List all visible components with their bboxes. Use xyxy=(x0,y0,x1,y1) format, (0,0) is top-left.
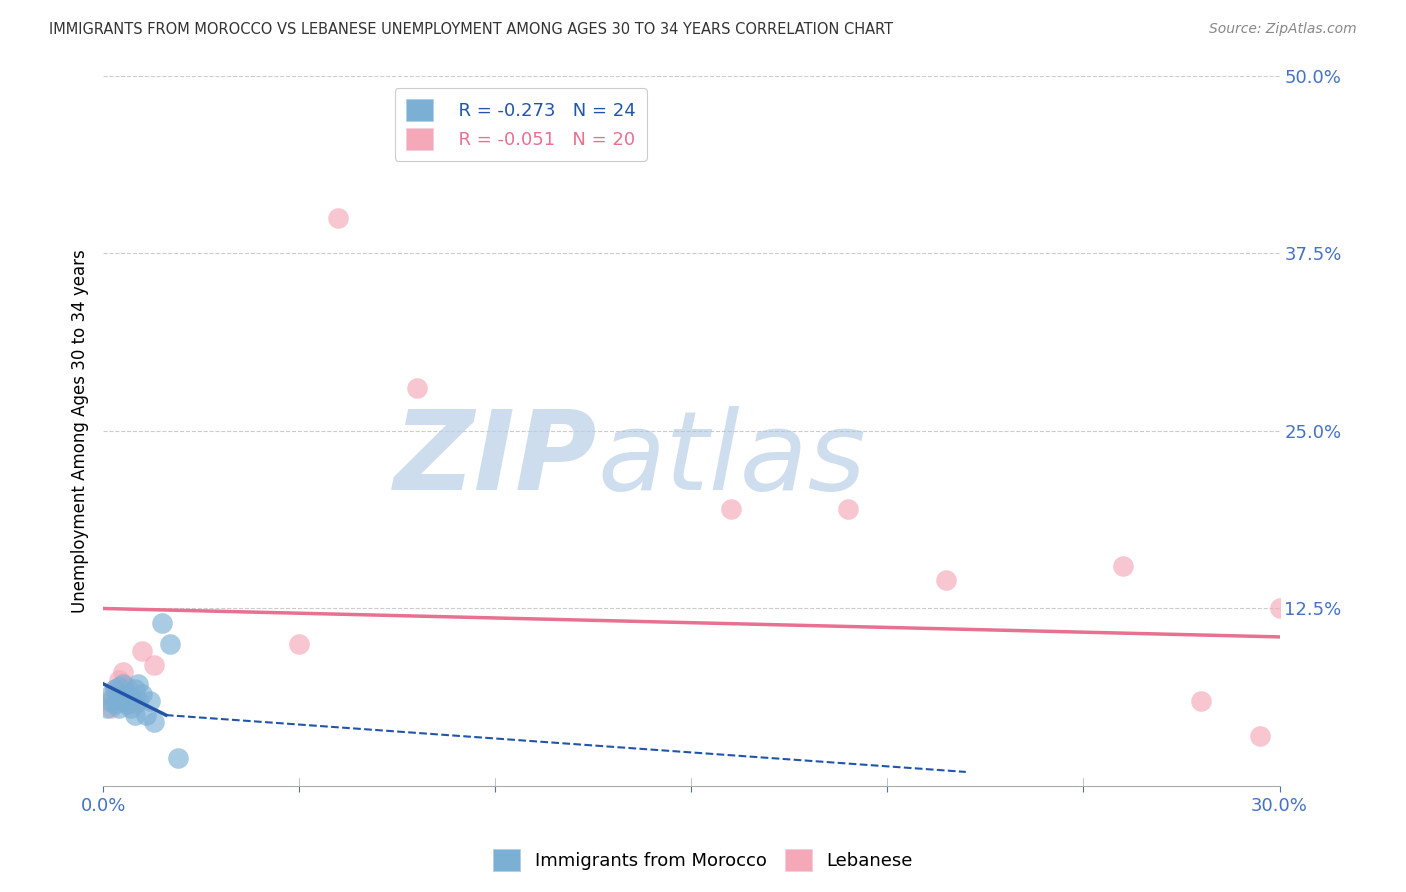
Point xyxy=(120,691,142,706)
Point xyxy=(124,697,146,711)
Point xyxy=(104,682,127,697)
Point xyxy=(131,687,153,701)
Point xyxy=(120,691,142,706)
Point xyxy=(108,673,131,687)
Text: Source: ZipAtlas.com: Source: ZipAtlas.com xyxy=(1209,22,1357,37)
Point xyxy=(96,701,118,715)
Point xyxy=(111,677,134,691)
Point xyxy=(935,573,957,587)
Point xyxy=(143,715,166,730)
Point xyxy=(104,682,127,697)
Point xyxy=(720,502,742,516)
Point xyxy=(328,211,350,225)
Point xyxy=(115,697,138,711)
Legend:   R = -0.273   N = 24,   R = -0.051   N = 20: R = -0.273 N = 24, R = -0.051 N = 20 xyxy=(395,88,647,161)
Point xyxy=(837,502,859,516)
Point xyxy=(100,694,122,708)
Point xyxy=(100,701,122,715)
Point xyxy=(1268,601,1291,615)
Point xyxy=(143,658,166,673)
Point xyxy=(405,381,427,395)
Legend: Immigrants from Morocco, Lebanese: Immigrants from Morocco, Lebanese xyxy=(486,842,920,879)
Point xyxy=(150,615,173,630)
Point xyxy=(108,701,131,715)
Point xyxy=(127,677,149,691)
Text: ZIP: ZIP xyxy=(394,406,598,513)
Point xyxy=(1249,730,1271,744)
Point xyxy=(120,701,142,715)
Point xyxy=(104,697,127,711)
Point xyxy=(131,644,153,658)
Point xyxy=(115,680,138,694)
Text: atlas: atlas xyxy=(598,406,866,513)
Point xyxy=(288,637,311,651)
Point xyxy=(1112,558,1135,573)
Point xyxy=(166,750,188,764)
Point xyxy=(135,708,157,723)
Point xyxy=(111,665,134,680)
Point xyxy=(96,694,118,708)
Point xyxy=(115,687,138,701)
Point xyxy=(108,680,131,694)
Point xyxy=(111,694,134,708)
Point xyxy=(139,694,162,708)
Point xyxy=(100,687,122,701)
Point xyxy=(124,682,146,697)
Y-axis label: Unemployment Among Ages 30 to 34 years: Unemployment Among Ages 30 to 34 years xyxy=(72,249,89,613)
Point xyxy=(159,637,181,651)
Point xyxy=(1189,694,1212,708)
Point xyxy=(124,708,146,723)
Point xyxy=(127,694,149,708)
Text: IMMIGRANTS FROM MOROCCO VS LEBANESE UNEMPLOYMENT AMONG AGES 30 TO 34 YEARS CORRE: IMMIGRANTS FROM MOROCCO VS LEBANESE UNEM… xyxy=(49,22,893,37)
